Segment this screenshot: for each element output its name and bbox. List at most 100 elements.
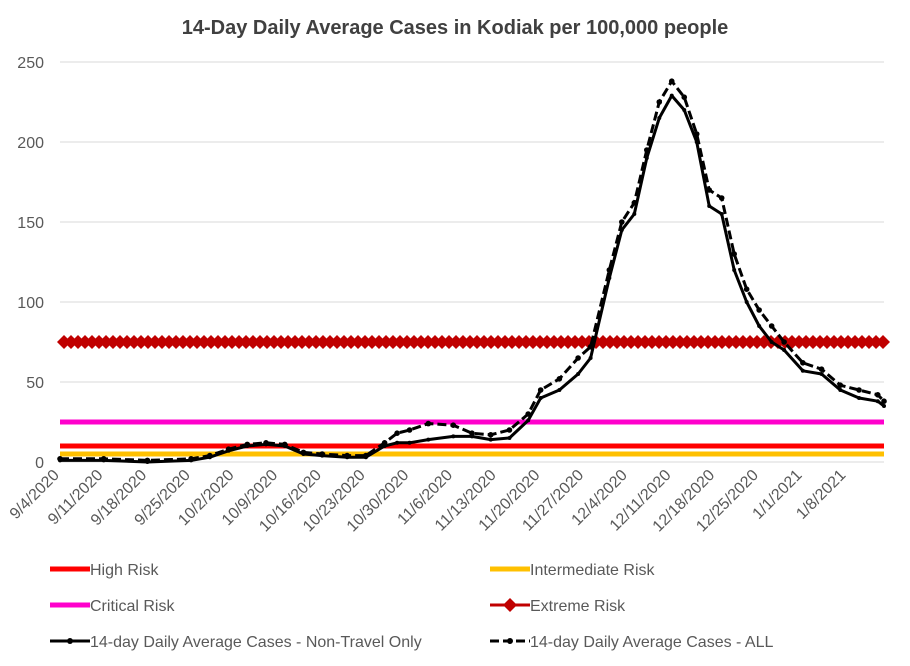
series-all-point xyxy=(743,286,750,293)
series-non-travel-point xyxy=(526,418,531,423)
series-all-point xyxy=(300,449,307,456)
series-non-travel-point xyxy=(744,300,749,304)
legend-critical-risk-label: Critical Risk xyxy=(90,598,175,615)
series-non-travel-point xyxy=(838,388,843,392)
series-lines xyxy=(57,78,887,464)
series-all-point xyxy=(57,456,63,462)
legend: High Risk Intermediate Risk Critical Risk E… xyxy=(50,562,774,651)
legend-extreme-risk-label: Extreme Risk xyxy=(530,598,626,615)
y-tick-label: 50 xyxy=(26,375,44,392)
series-all-point xyxy=(837,382,844,389)
chart-title: 14-Day Daily Average Cases in Kodiak per… xyxy=(182,17,729,39)
extreme-risk-marker xyxy=(876,335,890,349)
series-non-travel-point xyxy=(800,368,805,373)
series-all-point xyxy=(681,94,688,100)
series-non-travel-point xyxy=(819,372,824,376)
series-non-travel-point xyxy=(875,399,880,404)
series-non-travel-point xyxy=(576,372,581,376)
series-non-travel-point xyxy=(538,396,543,400)
series-all-point xyxy=(100,456,107,462)
series-all-point xyxy=(144,457,151,464)
series-all-point xyxy=(619,219,625,225)
series-non-travel-point xyxy=(588,356,593,360)
series-all-line xyxy=(60,79,886,462)
series-all-point xyxy=(556,376,563,382)
series-non-travel-point xyxy=(632,212,637,216)
series-all-point xyxy=(525,411,531,417)
series-non-travel-point xyxy=(488,437,493,442)
series-non-travel-point xyxy=(757,324,762,328)
series-non-travel-point xyxy=(882,404,886,408)
series-all-point xyxy=(244,441,251,448)
series-all-point xyxy=(587,344,594,350)
series-non-travel-point xyxy=(507,436,512,440)
series-all-point xyxy=(756,307,762,313)
series-all-point xyxy=(606,267,613,273)
risk-lines xyxy=(57,335,890,457)
legend-14-day-daily-average-cases-non-travel-only-label: 14-day Daily Average Cases - Non-Travel … xyxy=(90,634,422,651)
series-all-point xyxy=(537,387,544,393)
x-axis: 9/4/20209/11/20209/18/20209/25/202010/2/… xyxy=(7,467,850,536)
series-all-point xyxy=(487,432,494,438)
series-non-travel-point xyxy=(426,437,431,442)
series-non-travel-point xyxy=(451,434,456,439)
legend-extreme-risk-marker xyxy=(503,598,517,612)
series-all-point xyxy=(856,387,862,393)
y-tick-label: 250 xyxy=(17,55,44,72)
series-all-point xyxy=(643,147,650,153)
series-all-point xyxy=(344,452,350,459)
series-all-point xyxy=(656,99,663,105)
legend-high-risk-label: High Risk xyxy=(90,562,159,579)
y-tick-label: 100 xyxy=(17,295,44,312)
series-all-point xyxy=(874,392,881,398)
series-all-point xyxy=(450,422,457,429)
series-all-point xyxy=(668,78,675,84)
series-all-point xyxy=(188,456,194,462)
series-all-point xyxy=(207,452,213,459)
series-all-point xyxy=(225,446,232,453)
series-non-travel-point xyxy=(557,388,562,392)
series-all-point xyxy=(469,430,475,437)
gridlines xyxy=(60,61,884,463)
series-non-travel-point xyxy=(857,396,862,400)
series-all-point xyxy=(363,452,369,459)
series-all-point xyxy=(575,355,581,361)
series-all-point xyxy=(693,131,700,137)
series-non-travel-point xyxy=(719,212,724,216)
series-all-point xyxy=(425,420,432,427)
series-all-point xyxy=(319,451,325,457)
series-all-point xyxy=(381,440,388,446)
series-all-point xyxy=(881,398,887,405)
series-all-point xyxy=(800,360,806,366)
series-all-point xyxy=(706,187,713,193)
series-all-point xyxy=(263,440,269,446)
series-non-travel-point xyxy=(669,93,674,98)
series-all-point xyxy=(818,366,825,373)
series-non-travel-point xyxy=(395,440,400,445)
series-non-travel-point xyxy=(707,204,712,208)
series-all-point xyxy=(406,427,413,433)
series-non-travel-point xyxy=(657,116,662,120)
series-all-point xyxy=(631,200,638,206)
series-all-point xyxy=(506,427,513,433)
series-non-travel-point xyxy=(682,108,687,112)
legend-intermediate-risk-label: Intermediate Risk xyxy=(530,562,655,579)
series-non-travel-point xyxy=(769,340,774,344)
series-all-point xyxy=(281,441,288,448)
series-non-travel-point xyxy=(732,268,737,272)
series-non-travel-point xyxy=(407,440,412,445)
y-tick-label: 200 xyxy=(17,135,44,152)
series-all-point xyxy=(781,339,787,345)
series-all-point xyxy=(718,195,725,201)
series-non-travel-line xyxy=(60,94,885,464)
legend-14-day-daily-average-cases-all-marker xyxy=(507,638,513,644)
y-tick-label: 150 xyxy=(17,215,44,232)
series-all-point xyxy=(394,430,400,437)
y-tick-label: 0 xyxy=(35,455,44,472)
series-all-point xyxy=(731,251,737,257)
legend-14-day-daily-average-cases-non-travel-only-marker xyxy=(67,638,73,644)
series-all-point xyxy=(768,323,775,329)
legend-14-day-daily-average-cases-all-label: 14-day Daily Average Cases - ALL xyxy=(530,634,774,651)
